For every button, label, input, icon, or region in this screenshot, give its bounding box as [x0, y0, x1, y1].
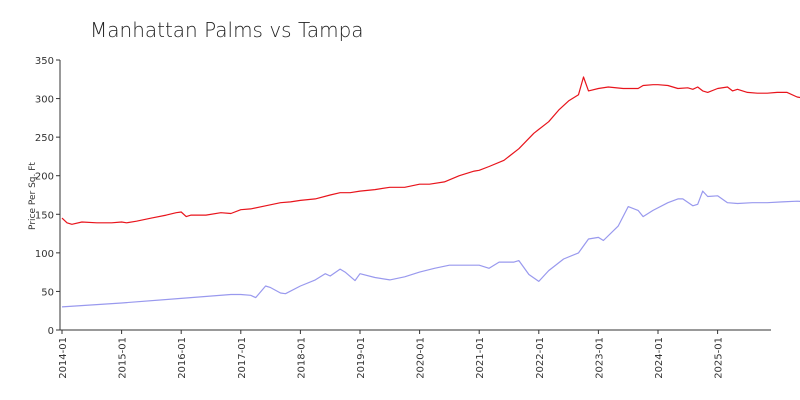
x-tick-label: 2020-01 [416, 337, 427, 379]
series-group [61, 76, 800, 308]
series-line-1 [61, 76, 800, 225]
y-axis-label: Price Per Sq. Ft [28, 162, 38, 230]
x-ticks: 2014-01 2015-01 2016-01 2017-01 2018-01 2019-… [58, 330, 725, 379]
x-tick-label: 2021-01 [475, 337, 486, 379]
x-tick-label: 2016-01 [177, 337, 188, 379]
x-tick-label: 2018-01 [296, 337, 307, 379]
x-tick-label: 2025-01 [714, 337, 725, 379]
x-tick-label: 2019-01 [356, 337, 367, 379]
y-tick-label: 100 [35, 249, 54, 260]
x-tick-label: 2015-01 [118, 337, 129, 379]
y-tick-label: 250 [35, 133, 54, 144]
y-tick-label: 50 [41, 287, 54, 298]
x-tick-label: 2024-01 [654, 337, 665, 379]
y-ticks: 0 50 100 150 200 250 300 350 [35, 56, 60, 337]
y-tick-label: 0 [48, 326, 54, 337]
x-tick-label: 2023-01 [594, 337, 605, 379]
chart-title: Manhattan Palms vs Tampa [90, 18, 364, 42]
series-line-2 [61, 190, 800, 308]
y-tick-label: 200 [35, 172, 54, 183]
y-tick-label: 150 [35, 210, 54, 221]
x-tick-label: 2017-01 [237, 337, 248, 379]
y-tick-label: 300 [35, 95, 54, 106]
y-tick-label: 350 [35, 56, 54, 67]
x-tick-label: 2014-01 [58, 337, 69, 379]
x-tick-label: 2022-01 [535, 337, 546, 379]
